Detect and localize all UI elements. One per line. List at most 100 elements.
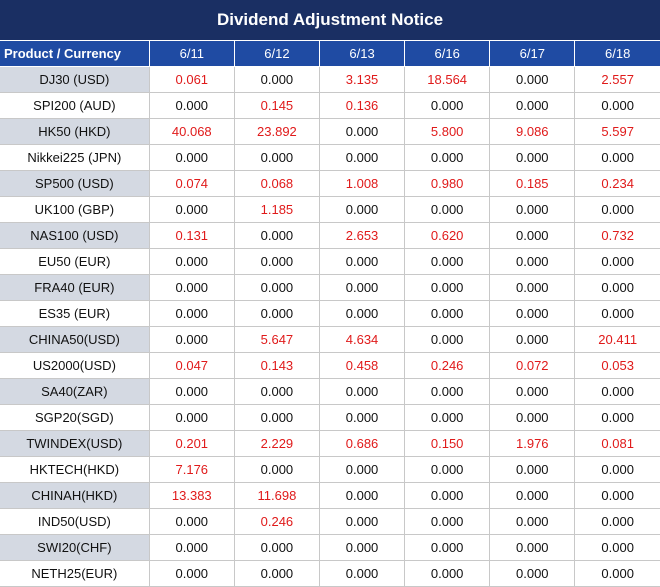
table-row: SA40(ZAR) 0.000 0.000 0.000 0.000 0.000 0.000 [0,378,660,405]
dividend-value: 0.047 [149,352,235,379]
dividend-value: 0.000 [489,508,576,535]
dividend-value: 0.000 [234,248,320,275]
dividend-value: 5.647 [234,326,320,353]
dividend-value: 0.000 [149,300,235,327]
dividend-value: 0.000 [319,144,406,171]
dividend-value: 0.000 [149,274,235,301]
dividend-value: 0.000 [234,300,320,327]
dividend-value: 9.086 [489,118,576,145]
dividend-value: 0.686 [319,430,406,457]
dividend-value: 0.000 [404,378,491,405]
dividend-value: 0.000 [319,456,406,483]
product-name: FRA40 (EUR) [0,274,150,301]
dividend-value: 0.000 [489,560,576,587]
dividend-value: 0.246 [404,352,491,379]
dividend-value: 4.634 [319,326,406,353]
dividend-value: 1.976 [489,430,576,457]
header-row: Product / Currency 6/11 6/12 6/13 6/16 6… [0,41,660,67]
dividend-value: 0.000 [234,560,320,587]
table-row: SWI20(CHF) 0.000 0.000 0.000 0.000 0.000 0.000 [0,534,660,561]
dividend-value: 0.000 [319,560,406,587]
table-row: HK50 (HKD) 40.068 23.892 0.000 5.800 9.086 5.5… [0,118,660,145]
dividend-value: 5.597 [574,118,660,145]
dividend-value: 0.000 [489,66,576,93]
product-name: NETH25(EUR) [0,560,150,587]
dividend-value: 0.000 [149,508,235,535]
dividend-value: 0.000 [489,144,576,171]
dividend-value: 3.135 [319,66,406,93]
dividend-value: 0.000 [574,300,660,327]
dividend-value: 0.000 [489,534,576,561]
dividend-value: 0.185 [489,170,576,197]
table-row: HKTECH(HKD) 7.176 0.000 0.000 0.000 0.000 0.00… [0,456,660,483]
dividend-value: 0.131 [149,222,235,249]
dividend-value: 0.000 [319,300,406,327]
table-row: US2000(USD) 0.047 0.143 0.458 0.246 0.072 0.05… [0,352,660,379]
dividend-value: 40.068 [149,118,235,145]
dividend-value: 0.000 [404,248,491,275]
dividend-value: 0.000 [234,144,320,171]
dividend-value: 0.000 [574,274,660,301]
dividend-value: 0.000 [489,404,576,431]
table-row: UK100 (GBP) 0.000 1.185 0.000 0.000 0.000 0.00… [0,196,660,223]
dividend-value: 0.000 [404,404,491,431]
table-row: CHINA50(USD) 0.000 5.647 4.634 0.000 0.000 20.… [0,326,660,353]
dividend-value: 0.081 [574,430,660,457]
dividend-value: 11.698 [234,482,320,509]
dividend-value: 0.234 [574,170,660,197]
dividend-value: 0.000 [489,482,576,509]
dividend-value: 0.000 [404,560,491,587]
dividend-value: 0.136 [319,92,406,119]
dividend-value: 0.000 [319,482,406,509]
dividend-value: 0.000 [319,378,406,405]
dividend-value: 0.980 [404,170,491,197]
header-product: Product / Currency [0,41,150,67]
dividend-value: 0.000 [149,196,235,223]
dividend-value: 0.000 [234,274,320,301]
dividend-value: 0.000 [234,222,320,249]
dividend-value: 0.000 [404,144,491,171]
table-row: NAS100 (USD) 0.131 0.000 2.653 0.620 0.000 0.7… [0,222,660,249]
dividend-value: 0.620 [404,222,491,249]
dividend-value: 0.150 [404,430,491,457]
dividend-value: 0.000 [149,534,235,561]
header-date: 6/17 [489,41,576,67]
dividend-value: 0.000 [234,456,320,483]
dividend-value: 1.185 [234,196,320,223]
table-row: CHINAH(HKD) 13.383 11.698 0.000 0.000 0.000 0.… [0,482,660,509]
dividend-value: 0.458 [319,352,406,379]
table-row: EU50 (EUR) 0.000 0.000 0.000 0.000 0.000 0.000 [0,248,660,275]
dividend-value: 7.176 [149,456,235,483]
dividend-value: 0.000 [404,300,491,327]
dividend-value: 0.000 [149,248,235,275]
dividend-value: 0.000 [489,378,576,405]
dividend-value: 1.008 [319,170,406,197]
dividend-value: 0.000 [149,560,235,587]
dividend-value: 0.000 [404,326,491,353]
dividend-value: 0.000 [234,534,320,561]
dividend-value: 0.000 [319,274,406,301]
dividend-value: 0.000 [574,404,660,431]
dividend-value: 18.564 [404,66,491,93]
dividend-value: 0.000 [574,534,660,561]
table-row: NETH25(EUR) 0.000 0.000 0.000 0.000 0.000 0.00… [0,560,660,587]
dividend-value: 0.000 [489,222,576,249]
product-name: DJ30 (USD) [0,66,150,93]
product-name: SPI200 (AUD) [0,92,150,119]
header-date: 6/18 [574,41,660,67]
dividend-value: 0.053 [574,352,660,379]
dividend-value: 20.411 [574,326,660,353]
dividend-value: 0.000 [404,508,491,535]
dividend-value: 0.061 [149,66,235,93]
header-date: 6/12 [234,41,320,67]
dividend-value: 0.000 [489,456,576,483]
dividend-value: 0.000 [319,508,406,535]
table-row: IND50(USD) 0.000 0.246 0.000 0.000 0.000 0.000 [0,508,660,535]
header-date: 6/16 [404,41,491,67]
product-name: HK50 (HKD) [0,118,150,145]
dividend-value: 0.000 [234,66,320,93]
table-row: ES35 (EUR) 0.000 0.000 0.000 0.000 0.000 0.000 [0,300,660,327]
product-name: EU50 (EUR) [0,248,150,275]
dividend-value: 0.000 [574,92,660,119]
table-row: FRA40 (EUR) 0.000 0.000 0.000 0.000 0.000 0.00… [0,274,660,301]
